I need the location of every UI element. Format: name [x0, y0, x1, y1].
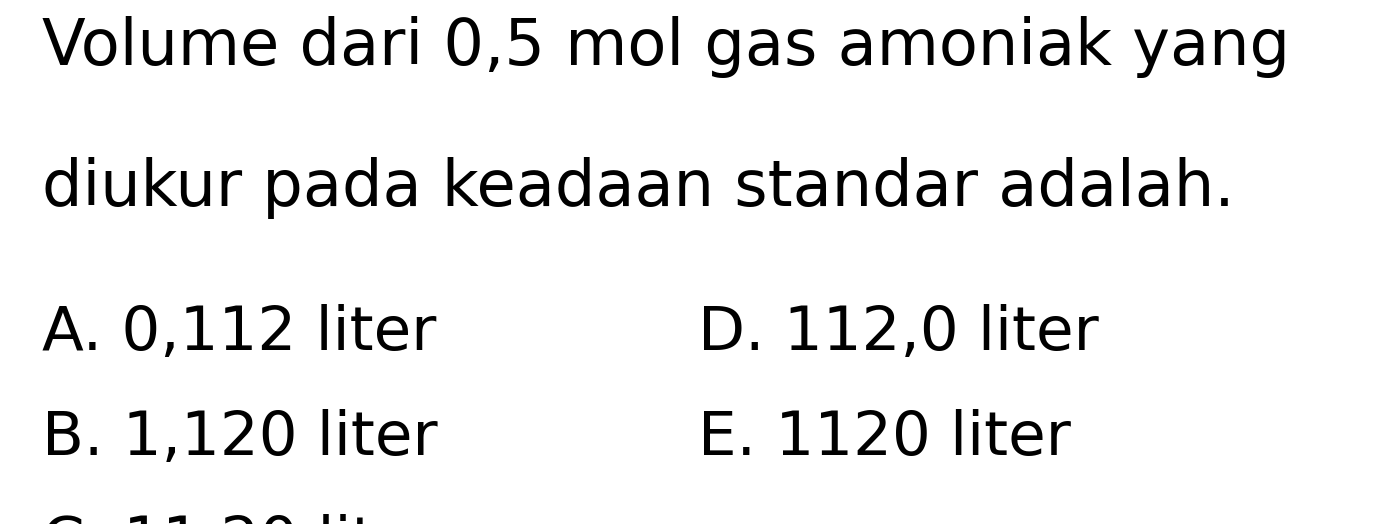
Text: diukur pada keadaan standar adalah.: diukur pada keadaan standar adalah. — [42, 157, 1235, 219]
Text: Volume dari 0,5 mol gas amoniak yang: Volume dari 0,5 mol gas amoniak yang — [42, 16, 1289, 78]
Text: D. 112,0 liter: D. 112,0 liter — [698, 304, 1099, 363]
Text: B. 1,120 liter: B. 1,120 liter — [42, 409, 437, 468]
Text: A. 0,112 liter: A. 0,112 liter — [42, 304, 436, 363]
Text: E. 1120 liter: E. 1120 liter — [698, 409, 1071, 468]
Text: C. 11,20 liter: C. 11,20 liter — [42, 514, 439, 524]
